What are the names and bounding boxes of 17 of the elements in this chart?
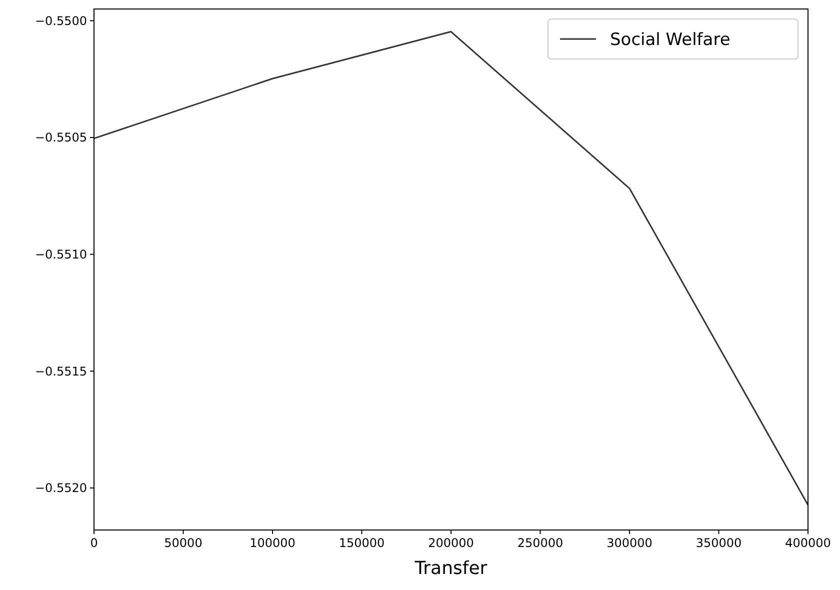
line-series — [93, 30, 809, 506]
x-tick-label: 250000 — [517, 536, 564, 550]
x-tick-label: 300000 — [606, 536, 652, 550]
x-tick-label: 100000 — [250, 536, 296, 550]
y-tick-label: −0.5515 — [34, 364, 87, 378]
x-tick-label: 200000 — [428, 536, 474, 550]
legend-label: Social Welfare — [610, 30, 730, 50]
y-tick-label: −0.5505 — [34, 130, 87, 145]
x-tick-label: 150000 — [338, 536, 385, 550]
x-tick-label: 50000 — [164, 536, 202, 550]
y-tick-label: −0.5500 — [34, 14, 87, 28]
y-tick-label: −0.5510 — [34, 248, 87, 262]
x-tick-label: 400000 — [785, 536, 831, 550]
y-tick-label: −0.5520 — [34, 481, 87, 496]
x-tick-label: 350000 — [696, 536, 742, 550]
x-tick-label: 0 — [90, 536, 98, 550]
x-axis-title: Transfer — [414, 558, 488, 579]
